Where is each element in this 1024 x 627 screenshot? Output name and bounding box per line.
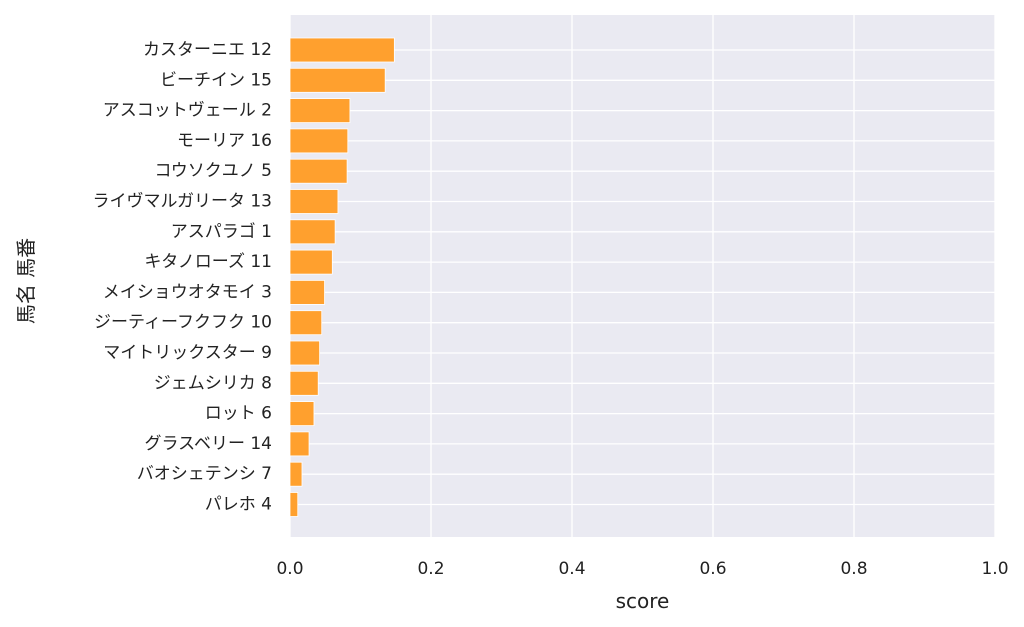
bar [289,189,339,214]
y-tick-label: グラスベリー 14 [144,434,272,454]
y-tick-label: ライヴマルガリータ 13 [92,192,272,212]
y-tick-label: アスパラゴ 1 [171,221,272,242]
bar [289,492,299,517]
x-tick-label: 0.8 [840,559,867,579]
bar [289,98,351,123]
bar [289,279,325,305]
bar [289,461,303,487]
x-axis-label: score [616,589,670,613]
plot-background [290,15,995,537]
y-tick-label: キタノローズ 11 [144,252,272,272]
x-tick-label: 0.2 [417,559,444,579]
y-tick-label: コウソクユノ 5 [154,161,272,181]
x-tick-label: 1.0 [981,559,1008,579]
bar [289,249,333,275]
gridlines [289,15,996,537]
bar [289,128,349,154]
y-tick-label: アスコットヴェール 2 [103,101,272,121]
y-tick-label: ジェムシリカ 8 [154,373,272,393]
x-tick-label: 0.0 [276,559,303,579]
y-tick-label: モーリア 16 [177,131,272,151]
x-tick-label: 0.4 [558,559,585,579]
y-tick-labels: カスターニエ 12 ビーチイン 15 アスコットヴェール 2 モーリア 16 コウソクユ… [92,40,272,515]
y-tick-label: マイトリックスター 9 [103,343,272,363]
bar [289,37,395,63]
y-tick-label: ビーチイン 15 [160,70,272,90]
bar [289,340,321,366]
bar [289,370,319,396]
y-tick-label: メイショウオタモイ 3 [103,282,272,302]
y-tick-label: パレホ 4 [205,495,272,515]
bar [289,401,315,427]
bar [289,67,386,93]
bar [289,158,348,184]
bar [289,310,323,336]
x-tick-labels: 0.0 0.2 0.4 0.6 0.8 1.0 [276,559,1008,579]
y-tick-label: バオシェテンシ 7 [137,464,272,484]
y-tick-label: カスターニエ 12 [143,40,272,60]
y-axis-label: 馬名 馬番 [14,238,38,324]
y-tick-label: ジーティーフクフク 10 [94,313,272,333]
bar [289,431,310,457]
x-tick-label: 0.6 [699,559,726,579]
y-tick-label: ロット 6 [205,404,272,424]
bar [289,219,336,245]
bars [289,37,395,517]
